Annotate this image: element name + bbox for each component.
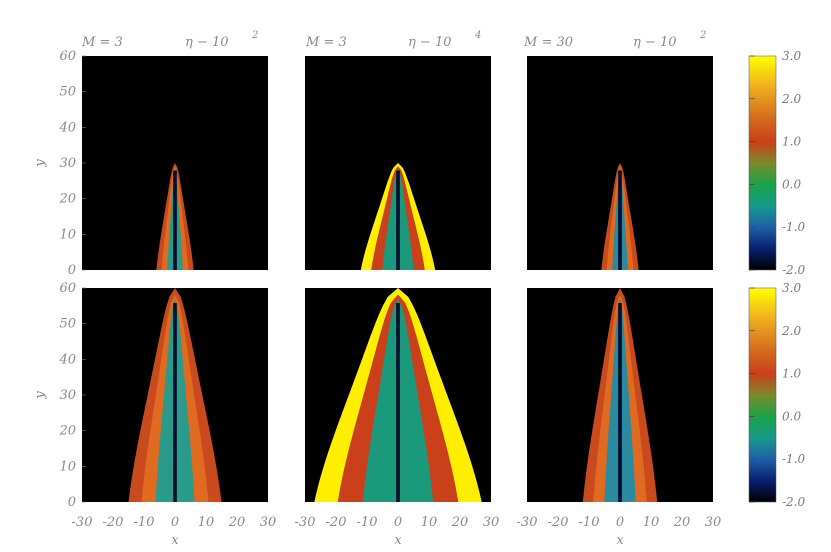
y-tick-label: 30 — [59, 388, 76, 403]
y-tick-label: 0 — [68, 263, 76, 278]
panel-title-col1: M = 3 η − 10 2 — [81, 30, 258, 50]
x-tick-label: 20 — [673, 515, 691, 530]
y-tick-label: 20 — [58, 424, 76, 439]
colorbar-tick-label: -2.0 — [782, 263, 806, 277]
x-tick-label: 0 — [394, 515, 402, 530]
y-tick-label: 40 — [58, 120, 76, 135]
panel-r1c3 — [527, 56, 713, 270]
panel-title-col3: M = 30 η − 10 2 — [523, 30, 706, 50]
colorbar-bottom-ticks: 3.0 2.0 1.0 0.0 -1.0 -2.0 — [749, 281, 806, 509]
colorbar-tick-label: -1.0 — [782, 452, 806, 466]
x-tick-label: 30 — [705, 515, 722, 530]
jet-beam — [396, 170, 400, 270]
x-tick-label: -30 — [295, 515, 316, 530]
panel-title-col2: M = 3 η − 10 4 — [305, 30, 481, 50]
x-tick-label: -30 — [517, 515, 538, 530]
colorbar-tick-label: 2.0 — [781, 324, 801, 338]
x-tick-label: 0 — [171, 515, 179, 530]
x-tick-label: 10 — [643, 515, 660, 530]
x-tick-label: 10 — [198, 515, 215, 530]
panels-group — [82, 56, 713, 502]
title-eta-exp-2: 4 — [474, 30, 481, 41]
colorbar-tick-label: 1.0 — [782, 367, 801, 381]
x-tick-label: -20 — [326, 515, 347, 530]
axes-group: 0 10 20 30 40 50 60 y 0 10 20 30 40 50 60 y -30 -20 -10 0 10… — [33, 49, 721, 548]
x-tick-label: -30 — [72, 515, 93, 530]
y-tick-label: 60 — [59, 49, 76, 64]
panel-r2c1 — [82, 288, 268, 502]
y-tick-label: 30 — [59, 156, 76, 171]
y-tick-label: 10 — [59, 459, 76, 474]
y-tick-label: 50 — [59, 85, 76, 100]
colorbar-tick-label: -1.0 — [782, 220, 806, 234]
title-eta-exp-1: 2 — [251, 30, 258, 41]
title-eta-exp-3: 2 — [699, 30, 706, 41]
x-tick-label: -10 — [357, 515, 378, 530]
y-tick-label: 50 — [59, 317, 76, 332]
title-mach-2: M = 3 — [305, 35, 347, 50]
y-tick-label: 60 — [59, 281, 76, 296]
x-tick-label: 20 — [451, 515, 469, 530]
title-eta-2: η − 10 — [408, 35, 452, 50]
y-tick-label: 0 — [68, 495, 76, 510]
y-tick-label: 20 — [58, 192, 76, 207]
x-axis-label: x — [171, 533, 179, 548]
y-axis-label: y — [33, 159, 48, 168]
colorbar-tick-label: 3.0 — [782, 49, 801, 63]
colorbar-tick-label: 2.0 — [781, 92, 801, 106]
title-eta-1: η − 10 — [185, 35, 229, 50]
x-tick-label: 30 — [260, 515, 277, 530]
colorbar-top-ticks: 3.0 2.0 1.0 0.0 -1.0 -2.0 — [749, 49, 806, 277]
panel-r1c1 — [82, 56, 268, 270]
x-tick-label: -20 — [548, 515, 569, 530]
y-axis-label: y — [33, 391, 48, 400]
panel-r2c3 — [527, 288, 713, 502]
x-tick-label: -10 — [134, 515, 155, 530]
panel-r1c2 — [305, 56, 491, 270]
jet-beam — [173, 170, 177, 270]
x-axis-label: x — [616, 533, 624, 548]
colorbar-tick-label: 1.0 — [782, 135, 801, 149]
jet-beam — [618, 302, 622, 502]
colorbar-tick-label: 0.0 — [782, 409, 801, 423]
colorbar-tick-label: 3.0 — [782, 281, 801, 295]
y-tick-label: 10 — [59, 227, 76, 242]
x-tick-label: -20 — [103, 515, 124, 530]
colorbar-tick-label: -2.0 — [782, 495, 806, 509]
jet-beam — [396, 302, 400, 502]
x-tick-label: 0 — [616, 515, 624, 530]
x-tick-label: 10 — [421, 515, 438, 530]
title-mach-1: M = 3 — [81, 35, 123, 50]
panel-r2c2 — [305, 288, 491, 502]
title-eta-3: η − 10 — [633, 35, 677, 50]
x-tick-label: 30 — [483, 515, 500, 530]
colorbar-bottom: 3.0 2.0 1.0 0.0 -1.0 -2.0 — [748, 281, 806, 509]
x-axis-label: x — [394, 533, 402, 548]
jet-beam — [173, 302, 177, 502]
colorbar-bottom-gradient — [748, 287, 777, 503]
jet-beam — [618, 170, 622, 270]
colorbar-top-gradient — [748, 55, 777, 271]
title-mach-3: M = 30 — [523, 35, 573, 50]
y-tick-label: 40 — [58, 352, 76, 367]
x-tick-label: 20 — [228, 515, 246, 530]
colorbar-tick-label: 0.0 — [782, 177, 801, 191]
colorbar-top: 3.0 2.0 1.0 0.0 -1.0 -2.0 — [748, 49, 806, 277]
x-tick-label: -10 — [579, 515, 600, 530]
